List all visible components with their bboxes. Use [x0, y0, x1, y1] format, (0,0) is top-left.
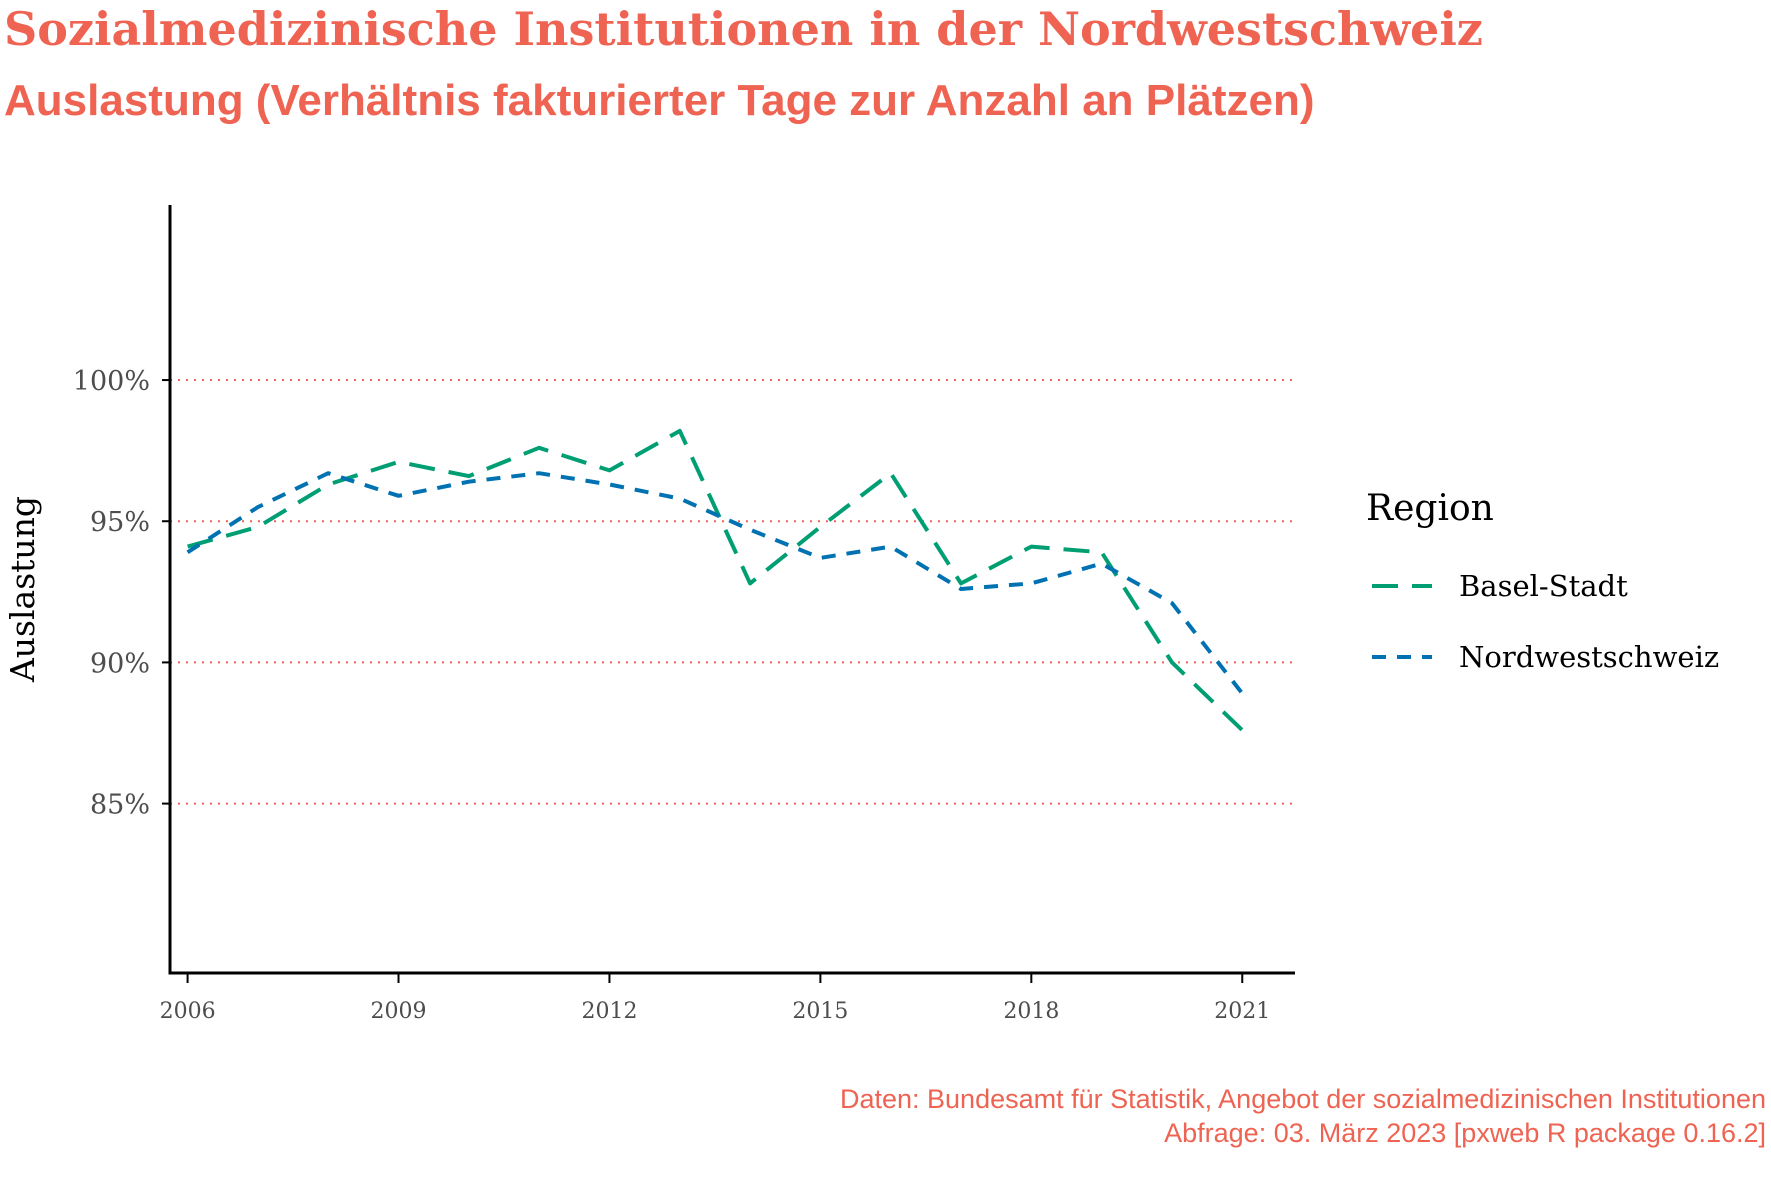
legend: Region Basel-Stadt Nordwestschweiz: [1366, 488, 1719, 674]
series-line-nordwestschweiz: [186, 471, 1244, 695]
x-tick-label-2021: 2021: [1214, 999, 1270, 1024]
x-ticks: 2006 2009 2012 2015 2018 2021: [160, 973, 1270, 1024]
axes: [168, 205, 1295, 975]
source-caption: Daten: Bundesamt für Statistik, Angebot …: [840, 1082, 1766, 1150]
x-tick-label-2018: 2018: [1003, 999, 1059, 1024]
y-tick-label-100: 100%: [73, 366, 150, 397]
caption-source-line: Daten: Bundesamt für Statistik, Angebot …: [839, 1084, 1766, 1114]
series-line-basel-stadt: [187, 428, 1244, 732]
x-tick-label-2009: 2009: [371, 999, 427, 1024]
x-tick-label-2015: 2015: [792, 999, 848, 1024]
legend-label-basel-stadt: Basel-Stadt: [1459, 569, 1628, 603]
x-tick-label-2012: 2012: [581, 999, 637, 1024]
series-lines: [186, 428, 1244, 732]
x-tick-label-2006: 2006: [160, 999, 216, 1024]
legend-title: Region: [1366, 488, 1494, 529]
y-tick-label-90: 90%: [90, 648, 150, 679]
gridlines: [170, 379, 1295, 805]
y-ticks: 85% 90% 95% 100%: [73, 366, 170, 821]
chart-title: Sozialmedizinische Institutionen in der …: [4, 2, 1483, 56]
y-tick-label-95: 95%: [90, 507, 150, 538]
y-tick-label-85: 85%: [90, 790, 150, 821]
y-axis-label: Auslastung: [3, 496, 42, 683]
legend-label-nordwestschweiz: Nordwestschweiz: [1459, 640, 1719, 674]
chart-subtitle: Auslastung (Verhältnis fakturierter Tage…: [4, 76, 1315, 125]
caption-query-line: Abfrage: 03. März 2023 [pxweb R package …: [1164, 1118, 1766, 1148]
